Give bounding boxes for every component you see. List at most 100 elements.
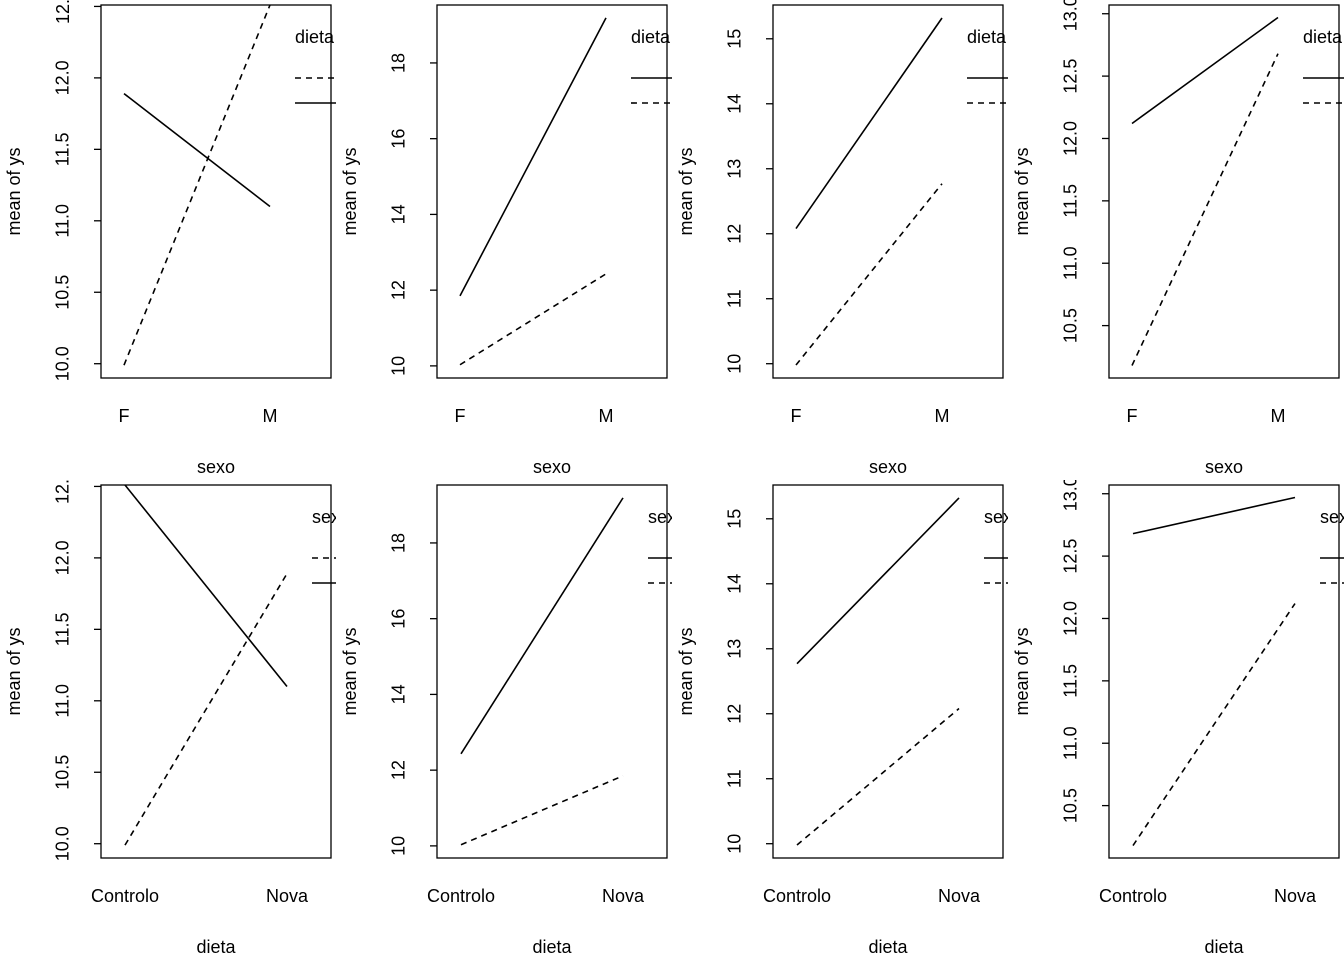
x-axis-label: sexo xyxy=(869,457,907,477)
plot-box xyxy=(1108,484,1340,859)
y-axis-label: mean of ys xyxy=(340,147,360,235)
legend-title: dieta xyxy=(967,27,1007,47)
y-tick-label: 14 xyxy=(389,684,409,704)
legend-title: sexo xyxy=(312,507,350,527)
y-tick-label: 12.0 xyxy=(1061,121,1081,156)
x-tick-label: Controlo xyxy=(91,886,159,906)
x-tick-label: Nova xyxy=(602,886,645,906)
y-tick-label: 10.5 xyxy=(1061,788,1081,823)
series-line xyxy=(796,707,960,846)
x-axis-label: dieta xyxy=(1204,937,1244,957)
y-tick-label: 11.5 xyxy=(53,132,73,166)
y-tick-label: 12.0 xyxy=(53,540,73,575)
y-tick-label: 10 xyxy=(389,356,409,376)
panel: 10.5 11.0 11.5 12.0 12.5 13.0 Controlo Nova diet… xyxy=(1012,476,1344,957)
y-tick-label: 13 xyxy=(725,159,745,179)
series-line xyxy=(124,484,288,688)
series-line xyxy=(1132,496,1296,535)
y-tick-label: 12.5 xyxy=(1061,59,1081,94)
y-tick-label: 10 xyxy=(725,354,745,374)
y-tick-label: 10.5 xyxy=(53,755,73,790)
x-tick-label: Controlo xyxy=(427,886,495,906)
y-tick-label: 12.5 xyxy=(53,0,73,24)
plot-box xyxy=(1108,4,1340,379)
x-tick-label: M xyxy=(935,406,950,426)
y-tick-label: 18 xyxy=(389,53,409,73)
series-line xyxy=(459,273,607,366)
y-tick-label: 10.0 xyxy=(53,826,73,861)
y-axis-label: mean of ys xyxy=(676,627,696,715)
y-axis-label: mean of ys xyxy=(340,627,360,715)
y-tick-label: 15 xyxy=(725,509,745,529)
y-tick-label: 14 xyxy=(389,204,409,224)
y-tick-label: 12.5 xyxy=(53,469,73,504)
y-tick-label: 13.0 xyxy=(1061,0,1081,31)
series-line xyxy=(1131,16,1279,125)
plot-box xyxy=(436,484,668,859)
y-tick-label: 10.0 xyxy=(53,346,73,381)
series-line xyxy=(795,183,943,366)
x-axis-label: sexo xyxy=(197,457,235,477)
x-tick-label: F xyxy=(1127,406,1138,426)
y-tick-label: 12.0 xyxy=(1061,601,1081,636)
legend-title: dieta xyxy=(1303,27,1343,47)
series-line xyxy=(124,573,288,846)
legend-title: sexo xyxy=(1320,507,1344,527)
y-tick-label: 10 xyxy=(389,836,409,856)
y-tick-label: 11.0 xyxy=(53,684,73,718)
y-tick-label: 15 xyxy=(725,29,745,49)
legend-title: sexo xyxy=(648,507,686,527)
plot-box xyxy=(100,4,332,379)
panel: 10.0 10.5 11.0 11.5 12.0 12.5 Controlo Nova diet… xyxy=(4,469,350,957)
y-tick-label: 11 xyxy=(725,289,745,308)
x-tick-label: M xyxy=(263,406,278,426)
series-line xyxy=(123,4,271,366)
y-axis-label: mean of ys xyxy=(676,147,696,235)
y-tick-label: 12 xyxy=(725,224,745,244)
x-tick-label: F xyxy=(119,406,130,426)
x-tick-label: M xyxy=(1271,406,1286,426)
panel: 10 11 12 13 14 15 Controlo Nova dieta mean of ys s… xyxy=(676,484,1022,957)
y-tick-label: 12 xyxy=(389,280,409,300)
legend-title: sexo xyxy=(984,507,1022,527)
series-line xyxy=(795,17,943,229)
legend-title: dieta xyxy=(295,27,335,47)
y-tick-label: 16 xyxy=(389,609,409,629)
y-tick-label: 11.0 xyxy=(1061,726,1081,760)
y-tick-label: 11.0 xyxy=(1061,246,1081,280)
y-tick-label: 11.5 xyxy=(53,612,73,646)
y-tick-label: 12 xyxy=(725,704,745,724)
series-line xyxy=(796,497,960,665)
plot-box xyxy=(772,4,1004,379)
y-tick-label: 16 xyxy=(389,129,409,149)
y-tick-label: 12.0 xyxy=(53,60,73,95)
series-line xyxy=(459,17,607,297)
series-line xyxy=(460,497,624,755)
plot-box xyxy=(772,484,1004,859)
x-tick-label: F xyxy=(791,406,802,426)
x-tick-label: Nova xyxy=(266,886,309,906)
y-tick-label: 11 xyxy=(725,769,745,788)
x-tick-label: Controlo xyxy=(763,886,831,906)
plot-box xyxy=(100,484,332,859)
y-tick-label: 14 xyxy=(725,574,745,594)
x-axis-label: sexo xyxy=(1205,457,1243,477)
y-tick-label: 13.0 xyxy=(1061,476,1081,511)
y-axis-label: mean of ys xyxy=(1012,627,1032,715)
y-tick-label: 18 xyxy=(389,533,409,553)
series-line xyxy=(1132,603,1296,846)
y-axis-label: mean of ys xyxy=(1012,147,1032,235)
panel: 10 12 14 16 18 Controlo Nova dieta mean of ys sex… xyxy=(340,484,686,957)
y-axis-label: mean of ys xyxy=(4,627,24,715)
x-axis-label: dieta xyxy=(868,937,908,957)
y-tick-label: 11.0 xyxy=(53,204,73,238)
x-tick-label: Nova xyxy=(938,886,981,906)
y-tick-label: 10.5 xyxy=(53,275,73,310)
y-tick-label: 12.5 xyxy=(1061,539,1081,574)
